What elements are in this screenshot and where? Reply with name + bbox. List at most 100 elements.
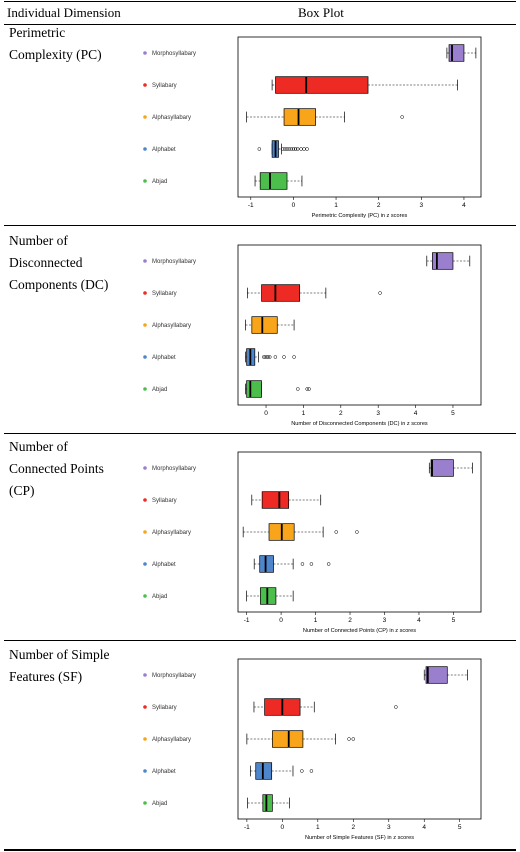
x-tick-label: 2 [351, 824, 355, 831]
table-header-rule [4, 24, 516, 25]
legend-dot-alphabet [143, 147, 147, 151]
box-alphasyllabary [272, 730, 304, 748]
outlier-alphabet [299, 147, 303, 151]
row-divider [4, 433, 516, 434]
x-axis-label: Perimetric Complexity (PC) in z scores [312, 213, 408, 219]
x-tick-label: 3 [387, 824, 391, 831]
x-tick-label: 0 [281, 824, 285, 831]
x-tick-label: 3 [383, 617, 387, 624]
legend-dot-abjad [143, 387, 147, 391]
box-abjad [259, 172, 288, 190]
x-tick-label: 1 [316, 824, 320, 831]
category-label-abjad: Abjad [152, 387, 167, 393]
legend-dot-morphosyllabary [143, 259, 147, 263]
box-morphosyllabary [425, 666, 448, 684]
outlier-alphabet [282, 355, 286, 359]
outlier-alphasyllabary [347, 737, 351, 741]
x-tick-label: -1 [244, 617, 250, 624]
row-label-sf: Number of Simple Features (SF) [9, 647, 110, 684]
outlier-alphabet [305, 147, 309, 151]
x-tick-label: 0 [264, 410, 268, 417]
outlier-alphabet [326, 562, 331, 566]
x-tick-label: 2 [339, 410, 343, 417]
legend-dot-syllabary [143, 291, 147, 295]
x-tick-label: 3 [376, 410, 380, 417]
x-tick-label: 4 [422, 824, 426, 831]
plot-frame [237, 451, 482, 613]
boxplot-sf: Morphosyllabary Syllabary Alphasyllabary Al… [143, 658, 482, 841]
legend-dot-syllabary [143, 705, 147, 709]
category-label-morphosyllabary: Morphosyllabary [152, 466, 196, 472]
category-label-syllabary: Syllabary [152, 705, 177, 711]
category-label-morphosyllabary: Morphosyllabary [152, 673, 196, 679]
category-label-alphasyllabary: Alphasyllabary [152, 115, 191, 121]
box-syllabary [261, 491, 290, 509]
outlier-alphasyllabary [400, 115, 404, 119]
legend-dot-alphasyllabary [143, 737, 147, 741]
category-label-morphosyllabary: Morphosyllabary [152, 51, 196, 57]
outlier-alphabet [268, 355, 272, 359]
box-alphasyllabary [283, 108, 316, 126]
x-tick-label: 1 [302, 410, 306, 417]
outlier-alphabet [293, 147, 298, 151]
legend-dot-morphosyllabary [143, 466, 147, 470]
category-label-abjad: Abjad [152, 801, 167, 807]
outlier-alphabet [300, 769, 304, 773]
outlier-alphabet [292, 355, 296, 359]
outlier-alphabet [266, 355, 271, 359]
outlier-alphabet [287, 147, 291, 151]
row-label-cp: Number of Connected Points (CP) [9, 439, 104, 498]
row-divider [4, 225, 516, 226]
legend-dot-alphasyllabary [143, 115, 147, 119]
outlier-alphabet [289, 147, 294, 151]
outlier-alphasyllabary [334, 530, 338, 534]
column-header-dimension: Individual Dimension [7, 5, 121, 20]
boxplot-cp: Morphosyllabary Syllabary Alphasyllabary Al… [143, 451, 482, 634]
x-tick-label: 1 [334, 202, 338, 209]
legend-dot-alphabet [143, 355, 147, 359]
x-tick-label: 2 [348, 617, 352, 624]
legend-dot-alphasyllabary [143, 530, 147, 534]
outlier-alphabet [300, 562, 305, 566]
category-label-alphasyllabary: Alphasyllabary [152, 323, 191, 329]
outlier-alphabet [309, 562, 314, 566]
legend-dot-alphabet [143, 562, 147, 566]
box-morphosyllabary [432, 252, 454, 270]
column-header-boxplot: Box Plot [298, 5, 344, 20]
category-label-alphabet: Alphabet [152, 355, 176, 361]
x-tick-label: -1 [248, 202, 254, 209]
legend-dot-abjad [143, 179, 147, 183]
plot-frame [237, 244, 482, 406]
x-tick-label: 0 [279, 617, 283, 624]
legend-dot-syllabary [143, 83, 147, 87]
category-label-abjad: Abjad [152, 179, 167, 185]
boxplot-pc: Morphosyllabary Syllabary Alphasyllabary Al… [143, 36, 482, 219]
outlier-alphabet [273, 355, 278, 359]
x-tick-label: 5 [451, 410, 455, 417]
legend-dot-abjad [143, 594, 147, 598]
outlier-syllabary [378, 291, 382, 295]
outlier-alphabet [295, 147, 300, 151]
category-label-syllabary: Syllabary [152, 291, 177, 297]
category-label-alphabet: Alphabet [152, 147, 176, 153]
box-syllabary [261, 284, 301, 302]
x-tick-label: 1 [314, 617, 318, 624]
plot-frame [237, 36, 482, 198]
table-top-rule [4, 1, 516, 2]
x-tick-label: -1 [244, 824, 250, 831]
outlier-abjad [305, 387, 309, 391]
category-label-alphabet: Alphabet [152, 562, 176, 568]
plot-frame [237, 658, 482, 820]
box-alphabet [259, 555, 274, 573]
x-tick-label: 4 [414, 410, 418, 417]
row-label-pc: Perimetric Complexity (PC) [9, 25, 102, 62]
outlier-alphasyllabary [355, 530, 359, 534]
x-axis-label: Number of Disconnected Components (DC) i… [291, 421, 428, 427]
x-tick-label: 3 [420, 202, 424, 209]
x-tick-label: 4 [462, 202, 466, 209]
outlier-alphabet [283, 147, 287, 151]
category-label-alphasyllabary: Alphasyllabary [152, 737, 191, 743]
category-label-abjad: Abjad [152, 594, 167, 600]
outlier-syllabary [394, 705, 398, 709]
outlier-alphabet [302, 147, 306, 151]
